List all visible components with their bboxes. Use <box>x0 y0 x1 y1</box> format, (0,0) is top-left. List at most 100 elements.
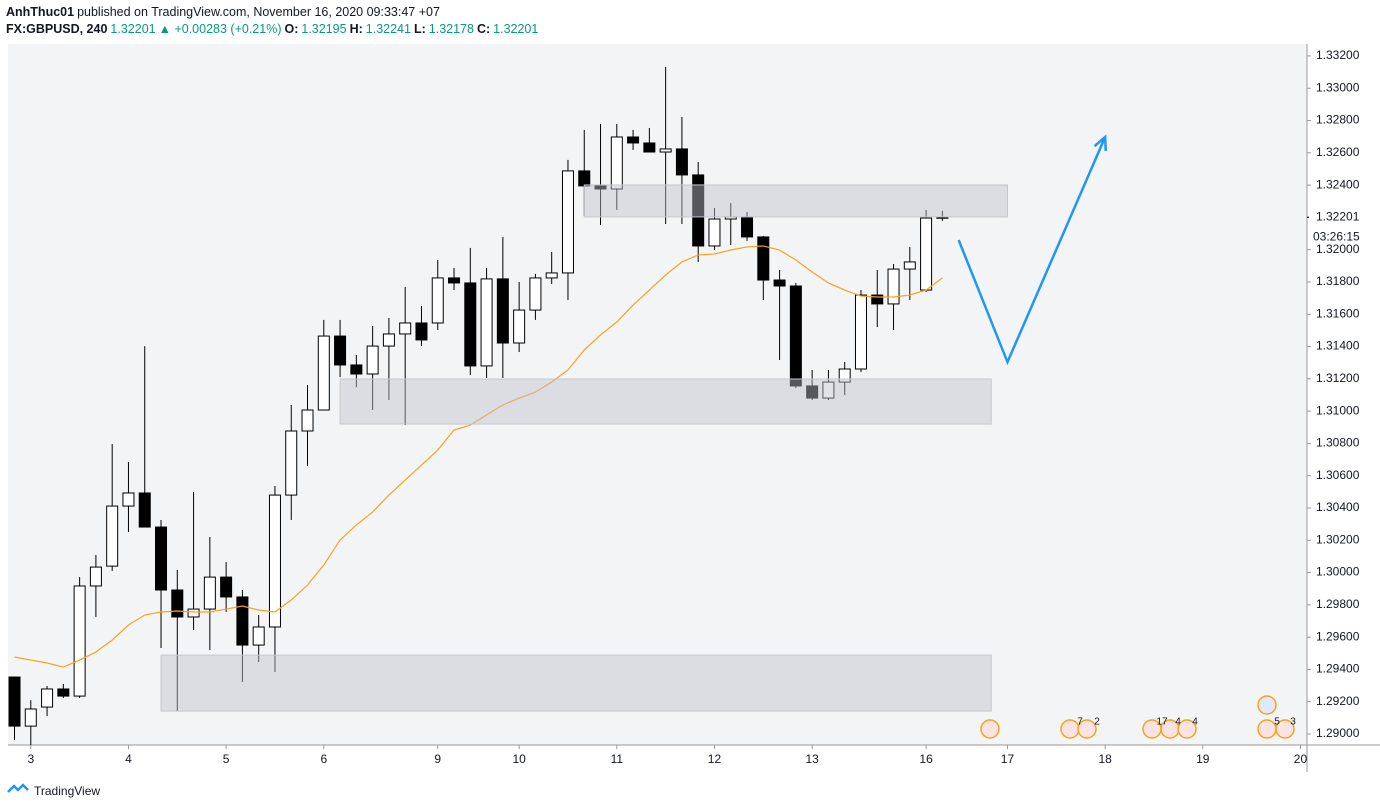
candle-body <box>171 589 184 618</box>
candle-body <box>41 688 54 708</box>
event-icon <box>1077 719 1097 739</box>
y-tick-label: 1.30200 <box>1316 532 1360 546</box>
event-icon <box>1275 719 1295 739</box>
y-tick-label: 1.29200 <box>1316 694 1360 708</box>
y-tick-label: 1.30800 <box>1316 436 1360 450</box>
y-tick-label: 1.31600 <box>1316 306 1360 320</box>
candle-body <box>8 676 21 727</box>
zone <box>160 654 992 712</box>
logo <box>7 783 29 793</box>
ohlc-value: 1.32195 <box>301 22 347 36</box>
candle-body <box>106 505 119 567</box>
ohlc-label: H: <box>349 22 363 36</box>
candle-body <box>415 322 428 341</box>
candle-body <box>806 385 819 399</box>
y-tick-label: 1.33000 <box>1316 80 1360 94</box>
candle-body <box>675 148 688 176</box>
candle-body <box>317 335 330 411</box>
y-tick-label: 1.29600 <box>1316 629 1360 643</box>
candle-body <box>627 136 640 144</box>
candle-body <box>448 277 461 284</box>
projection-arrow <box>957 136 1107 366</box>
ohlc-label: O: <box>284 22 299 36</box>
event-icon <box>1177 719 1197 739</box>
ohlc-label: C: <box>476 22 491 36</box>
candle-body <box>89 566 102 587</box>
event-count: 4 <box>1192 717 1198 728</box>
brand: TradingView <box>34 784 100 798</box>
candle-body <box>643 142 656 153</box>
x-tick-label: 10 <box>512 752 526 766</box>
x-tick-label: 16 <box>919 752 933 766</box>
candle-body <box>301 409 314 432</box>
y-tick-label: 1.33200 <box>1316 48 1360 62</box>
y-tick-label: 1.31800 <box>1316 274 1360 288</box>
y-tick-label: 1.31200 <box>1316 371 1360 385</box>
author: AnhThuc01 <box>6 5 75 19</box>
y-tick-label: 1.29400 <box>1316 662 1360 676</box>
candle-body <box>610 136 623 190</box>
arrow-head <box>1093 134 1107 152</box>
candle-body <box>268 494 281 628</box>
candle-body <box>789 285 802 387</box>
zone <box>583 184 1008 218</box>
candle-body <box>252 626 265 646</box>
candle-body <box>464 282 477 367</box>
candle-body <box>513 309 526 344</box>
last-price-label: 1.32201 <box>1316 209 1360 223</box>
candle-body <box>122 492 135 507</box>
y-tick-label: 1.31000 <box>1316 403 1360 417</box>
candle-body <box>187 608 200 618</box>
y-tick-label: 1.30600 <box>1316 468 1360 482</box>
x-tick-label: 12 <box>708 752 722 766</box>
x-tick-label: 13 <box>805 752 819 766</box>
candle-body <box>692 174 705 247</box>
plot-bg <box>8 44 1307 745</box>
change: ▲ +0.00283 (+0.21%) <box>158 22 282 36</box>
event-icon <box>1257 695 1277 715</box>
x-tick-label: 19 <box>1196 752 1210 766</box>
event-count: 5 <box>1274 717 1280 728</box>
last-price-bg <box>1309 208 1367 245</box>
x-tick-label: 9 <box>434 752 441 766</box>
x-tick-label: 11 <box>611 752 624 766</box>
candle-body <box>741 216 754 238</box>
candle-body <box>496 278 509 344</box>
candle-body <box>285 430 298 496</box>
candle-body <box>838 368 851 383</box>
symbol: FX:GBPUSD, 240 <box>6 22 108 36</box>
candle-body <box>73 585 86 697</box>
candle-body <box>871 294 884 305</box>
y-tick-label: 1.29000 <box>1316 726 1360 740</box>
y-tick-label: 1.32000 <box>1316 242 1360 256</box>
candle-body <box>757 236 770 281</box>
countdown: 03:26:15 <box>1313 229 1360 243</box>
candle-body <box>854 294 867 370</box>
candle-body <box>399 322 412 335</box>
ohlc-value: 1.32241 <box>365 22 411 36</box>
candle-body <box>57 688 70 697</box>
candle-body <box>903 261 916 270</box>
x-tick-label: 17 <box>1001 752 1015 766</box>
event-icon <box>980 719 1000 739</box>
event-count: 7 <box>1077 717 1083 728</box>
x-tick-label: 20 <box>1294 752 1308 766</box>
candle-body <box>220 576 233 598</box>
x-tick-label: 5 <box>223 752 230 766</box>
ohlc-value: 1.32201 <box>493 22 539 36</box>
zone <box>339 378 992 425</box>
published: published on TradingView.com, November 1… <box>77 5 440 19</box>
candle-body <box>659 148 672 153</box>
candle-body <box>594 185 607 190</box>
candle-body <box>24 708 37 727</box>
candle-body <box>529 277 542 311</box>
candle-body <box>545 272 558 279</box>
y-tick-label: 1.32600 <box>1316 145 1360 159</box>
x-tick-label: 18 <box>1098 752 1112 766</box>
y-tick-label: 1.30400 <box>1316 500 1360 514</box>
candle-body <box>334 335 347 366</box>
candle-body <box>708 218 721 247</box>
y-tick-label: 1.32800 <box>1316 113 1360 127</box>
ohlc-label: L: <box>413 22 426 36</box>
